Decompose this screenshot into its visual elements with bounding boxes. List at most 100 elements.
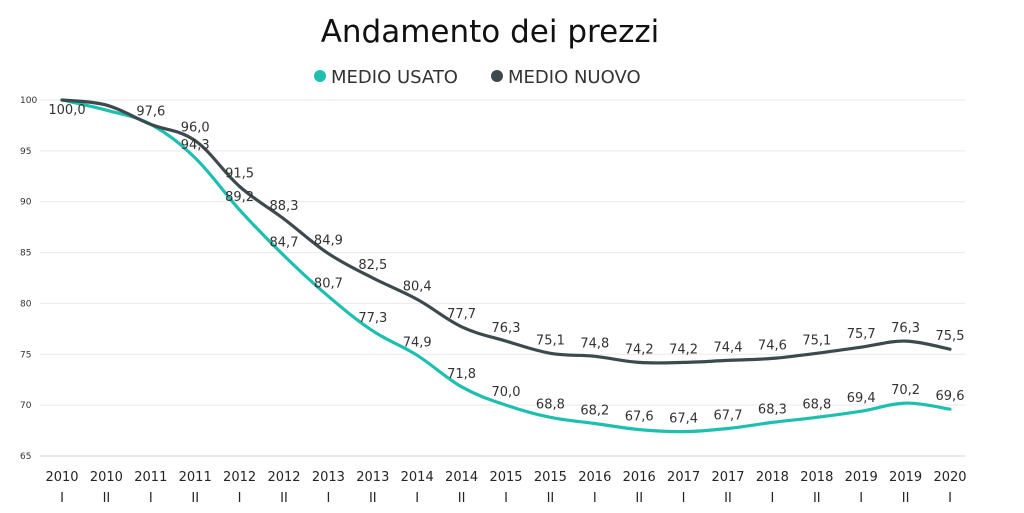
y-tick-label-90: 90 [20,198,32,208]
gridlines [40,99,965,457]
data-labels: 100,0 94,3 89,2 84,7 80,7 77,3 74,9 71,8 70,0 68,… [48,103,964,427]
x-tick-half-8: I [415,491,419,506]
x-tick-half-5: II [280,491,288,506]
data-label-medio-nuovo-5: 88,3 [270,199,299,214]
legend-label-medio-nuovo: MEDIO NUOVO [508,67,641,88]
data-label-medio-nuovo-8: 80,4 [403,279,432,294]
x-tick-year-14: 2017 [667,470,700,485]
x-tick-year-1: 2010 [90,470,123,485]
x-tick-half-20: I [948,491,952,506]
data-label-medio-usato-0: 100,0 [48,103,85,118]
x-tick-year-3: 2011 [179,470,212,485]
chart-title: Andamento dei prezzi [321,14,660,50]
data-label-medio-nuovo-2: 97,6 [136,104,165,119]
data-label-medio-usato-6: 80,7 [314,276,343,291]
x-tick-half-3: II [191,491,199,506]
y-tick-label-70: 70 [20,401,32,411]
x-tick-year-11: 2015 [534,470,567,485]
data-label-medio-nuovo-9: 77,7 [447,307,476,322]
data-label-medio-nuovo-16: 74,6 [758,338,787,353]
x-tick-year-0: 2010 [45,470,78,485]
x-tick-half-17: II [813,491,821,506]
x-tick-half-12: I [593,491,597,506]
x-tick-year-15: 2017 [711,470,744,485]
data-label-medio-usato-15: 67,7 [714,409,743,424]
x-tick-year-9: 2014 [445,470,478,485]
x-tick-year-6: 2013 [312,470,345,485]
data-label-medio-usato-12: 68,2 [580,403,609,418]
data-label-medio-nuovo-10: 76,3 [492,321,521,336]
x-tick-year-18: 2019 [845,470,878,485]
x-tick-year-2: 2011 [134,470,167,485]
data-label-medio-nuovo-12: 74,8 [580,336,609,351]
data-label-medio-nuovo-15: 74,4 [714,340,743,355]
x-tick-half-4: I [238,491,242,506]
data-label-medio-nuovo-4: 91,5 [225,166,254,181]
y-tick-label-65: 65 [20,452,31,462]
y-axis: 65 70 75 80 85 90 95 100 [20,96,37,462]
x-tick-half-13: II [635,491,643,506]
y-tick-label-75: 75 [20,350,31,360]
data-label-medio-usato-4: 89,2 [225,190,254,205]
x-tick-half-16: I [770,491,774,506]
x-tick-half-10: I [504,491,508,506]
data-label-medio-nuovo-18: 75,7 [847,327,876,342]
data-label-medio-nuovo-19: 76,3 [891,321,920,336]
x-tick-half-7: II [369,491,377,506]
x-tick-half-2: I [149,491,153,506]
data-label-medio-usato-19: 70,2 [891,383,920,398]
x-tick-half-14: I [682,491,686,506]
x-tick-year-20: 2020 [933,470,966,485]
y-tick-label-80: 80 [20,299,32,309]
data-label-medio-usato-16: 68,3 [758,402,787,417]
x-tick-year-8: 2014 [401,470,434,485]
data-label-medio-usato-17: 68,8 [802,397,831,412]
x-tick-year-17: 2018 [800,470,833,485]
data-label-medio-nuovo-7: 82,5 [358,258,387,273]
legend-label-medio-usato: MEDIO USATO [331,67,458,88]
y-tick-label-95: 95 [20,147,31,157]
series-line-medio-nuovo [60,98,952,365]
x-axis: 2010I2010II2011I2011II2012I2012II2013I20… [45,470,966,506]
x-tick-year-5: 2012 [267,470,300,485]
x-tick-year-7: 2013 [356,470,389,485]
x-tick-half-11: II [547,491,555,506]
data-label-medio-usato-20: 69,6 [936,389,965,404]
y-tick-label-85: 85 [20,249,31,259]
data-label-medio-nuovo-6: 84,9 [314,234,343,249]
x-tick-year-4: 2012 [223,470,256,485]
data-label-medio-usato-5: 84,7 [270,236,299,251]
x-tick-half-0: I [60,491,64,506]
data-label-medio-usato-10: 70,0 [492,385,521,400]
data-label-medio-nuovo-11: 75,1 [536,333,565,348]
x-tick-year-16: 2018 [756,470,789,485]
legend-marker-medio-nuovo [491,70,503,82]
x-tick-year-10: 2015 [489,470,522,485]
y-tick-label-100: 100 [20,96,37,106]
x-tick-year-19: 2019 [889,470,922,485]
x-tick-year-13: 2016 [623,470,656,485]
data-label-medio-nuovo-17: 75,1 [802,333,831,348]
x-tick-half-1: II [103,491,111,506]
x-tick-half-9: II [458,491,466,506]
data-label-medio-nuovo-13: 74,2 [625,342,654,357]
x-tick-half-15: II [724,491,732,506]
x-tick-half-19: II [902,491,910,506]
data-label-medio-usato-8: 74,9 [403,335,432,350]
series-line-medio-usato [60,98,952,434]
data-label-medio-nuovo-3: 96,0 [181,121,210,136]
x-tick-year-12: 2016 [578,470,611,485]
data-label-medio-usato-18: 69,4 [847,391,876,406]
legend-marker-medio-usato [314,70,326,82]
data-label-medio-usato-9: 71,8 [447,367,476,382]
legend: MEDIO USATO MEDIO NUOVO [314,67,641,88]
data-label-medio-nuovo-20: 75,5 [936,329,965,344]
data-label-medio-nuovo-14: 74,2 [669,342,698,357]
data-label-medio-usato-13: 67,6 [625,410,654,425]
data-label-medio-usato-7: 77,3 [358,311,387,326]
x-tick-half-18: I [859,491,863,506]
data-label-medio-usato-14: 67,4 [669,412,698,427]
series-lines [60,98,952,434]
data-label-medio-usato-3: 94,3 [181,138,210,153]
